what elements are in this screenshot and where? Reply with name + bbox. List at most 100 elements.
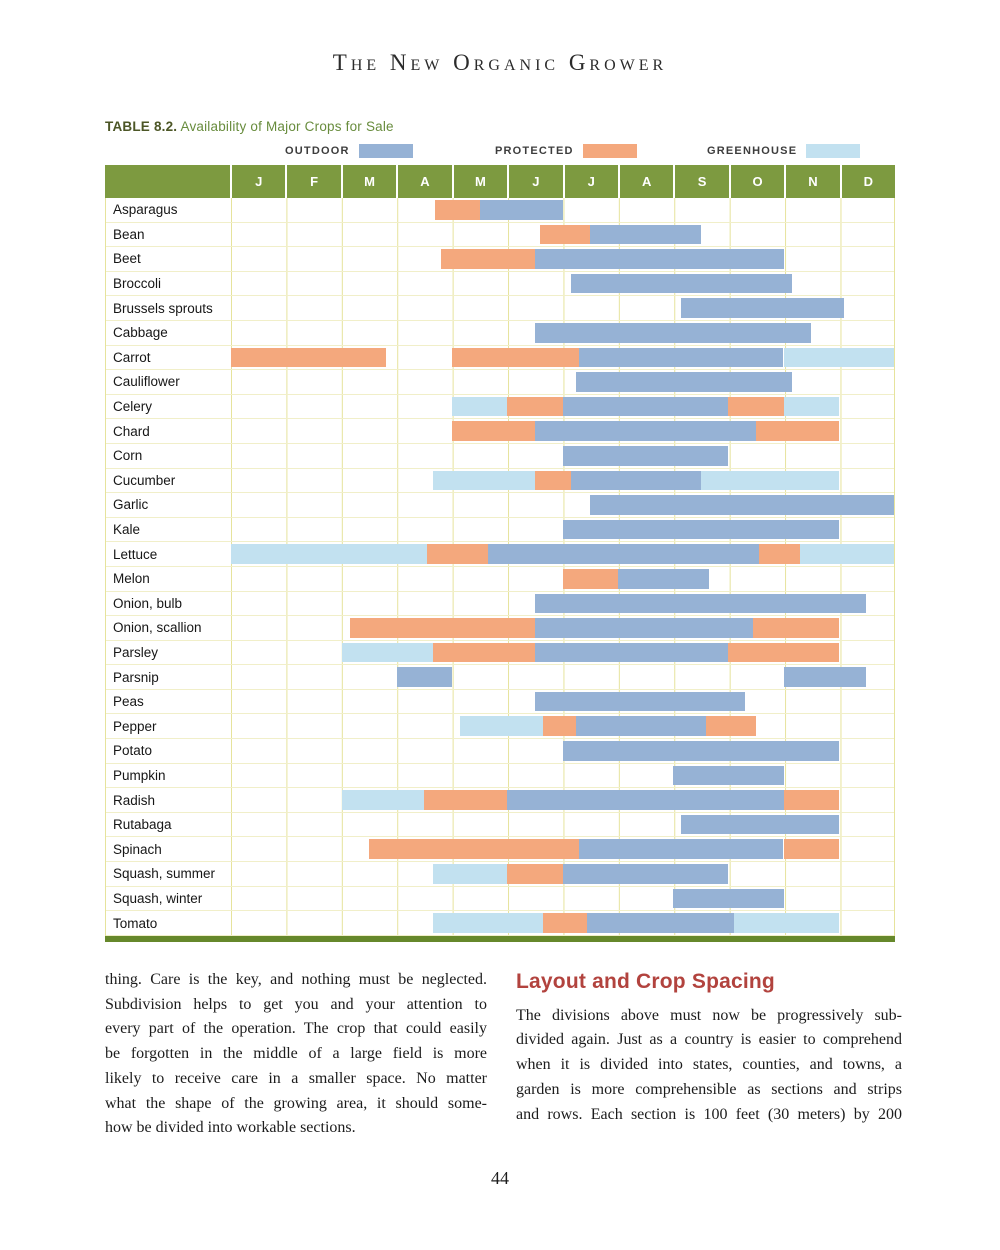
crop-timeline bbox=[231, 443, 894, 468]
text-line: Subdivision helps to get you and your at… bbox=[105, 995, 487, 1013]
crop-label: Onion, bulb bbox=[113, 595, 183, 611]
protected-bar bbox=[534, 470, 571, 491]
protected-bar bbox=[432, 642, 535, 663]
protected-bar bbox=[507, 396, 563, 417]
table-caption-number: TABLE 8.2. bbox=[105, 119, 178, 134]
crop-timeline bbox=[231, 591, 894, 616]
protected-bar bbox=[507, 864, 563, 884]
protected-bar bbox=[562, 568, 618, 589]
crop-label: Potato bbox=[113, 743, 153, 759]
crop-label: Lettuce bbox=[113, 546, 158, 562]
protected-bar bbox=[427, 544, 488, 564]
legend-swatch-protected bbox=[582, 144, 637, 158]
crop-timeline bbox=[231, 689, 894, 714]
crop-label: Garlic bbox=[113, 497, 149, 513]
legend-item-greenhouse: GREENHOUSE bbox=[707, 144, 861, 158]
crop-timeline bbox=[231, 419, 894, 443]
outdoor-bar bbox=[673, 888, 784, 909]
outdoor-bar bbox=[783, 667, 867, 687]
outdoor-bar bbox=[579, 347, 784, 368]
greenhouse-bar bbox=[700, 470, 839, 491]
crop-timeline bbox=[231, 222, 894, 247]
outdoor-bar bbox=[396, 667, 452, 687]
protected-bar bbox=[231, 347, 386, 368]
crop-timeline bbox=[231, 788, 894, 812]
greenhouse-bar bbox=[460, 716, 544, 737]
greenhouse-bar bbox=[432, 913, 544, 933]
greenhouse-bar bbox=[432, 864, 508, 884]
outdoor-bar bbox=[673, 765, 784, 786]
month-header-10: O bbox=[728, 165, 784, 198]
crop-label: Asparagus bbox=[113, 202, 178, 218]
chart-rows: Asparagus Bean Beet Broccoli Brussels sprout… bbox=[105, 198, 895, 936]
table-row: Pepper bbox=[106, 714, 894, 740]
outdoor-bar bbox=[507, 790, 784, 810]
crop-timeline bbox=[231, 739, 894, 763]
crop-timeline bbox=[231, 886, 894, 911]
table-row: Parsnip bbox=[106, 665, 894, 690]
table-bottom-rule bbox=[105, 935, 895, 942]
outdoor-bar bbox=[570, 470, 701, 491]
protected-bar bbox=[758, 544, 801, 564]
table-caption: TABLE 8.2. Availability of Major Crops f… bbox=[105, 119, 394, 134]
legend-swatch-greenhouse bbox=[806, 144, 861, 158]
text-line: likely to receive care in a smaller spac… bbox=[105, 1069, 487, 1087]
protected-bar bbox=[435, 200, 480, 220]
outdoor-bar bbox=[534, 322, 812, 343]
crop-label: Cauliflower bbox=[113, 374, 180, 390]
chart-legend: OUTDOOR PROTECTED GREENHOUSE bbox=[105, 144, 895, 161]
crop-label: Spinach bbox=[113, 841, 162, 857]
table-row: Broccoli bbox=[106, 271, 894, 297]
month-header-5: M bbox=[451, 165, 507, 198]
protected-bar bbox=[706, 716, 756, 737]
page-number: 44 bbox=[491, 1168, 509, 1188]
table-row: Tomato bbox=[106, 911, 894, 936]
outdoor-bar bbox=[570, 273, 792, 294]
section-heading: Layout and Crop Spacing bbox=[516, 970, 775, 993]
greenhouse-bar bbox=[231, 544, 428, 564]
protected-bar bbox=[543, 913, 588, 933]
outdoor-bar bbox=[562, 396, 729, 417]
protected-bar bbox=[753, 618, 839, 638]
crop-timeline bbox=[231, 714, 894, 739]
table-caption-title: Availability of Major Crops for Sale bbox=[180, 119, 394, 134]
crop-label: Pepper bbox=[113, 718, 157, 734]
protected-bar bbox=[728, 396, 784, 417]
outdoor-bar bbox=[562, 741, 839, 761]
crop-label: Squash, summer bbox=[113, 866, 216, 882]
outdoor-bar bbox=[534, 249, 784, 269]
table-row: Squash, summer bbox=[106, 862, 894, 887]
greenhouse-bar bbox=[432, 470, 535, 491]
table-row: Garlic bbox=[106, 493, 894, 518]
table-row: Rutabaga bbox=[106, 812, 894, 838]
crop-label: Parsnip bbox=[113, 669, 159, 685]
crop-timeline bbox=[231, 247, 894, 271]
table-row: Parsley bbox=[106, 640, 894, 666]
crop-timeline bbox=[231, 763, 894, 788]
crop-timeline bbox=[231, 640, 894, 665]
outdoor-bar bbox=[534, 642, 729, 663]
crop-timeline bbox=[231, 345, 894, 370]
crop-label: Chard bbox=[113, 423, 150, 439]
table-row: Kale bbox=[106, 517, 894, 543]
outdoor-bar bbox=[579, 839, 784, 860]
table-row: Bean bbox=[106, 222, 894, 248]
month-header-1: J bbox=[230, 165, 285, 198]
crop-label: Peas bbox=[113, 694, 144, 710]
crop-timeline bbox=[231, 394, 894, 419]
crop-label: Carrot bbox=[113, 349, 151, 365]
table-row: Lettuce bbox=[106, 542, 894, 567]
crop-label: Cucumber bbox=[113, 472, 176, 488]
table-row: Onion, scallion bbox=[106, 616, 894, 641]
table-row: Chard bbox=[106, 419, 894, 444]
crop-timeline bbox=[231, 911, 894, 935]
outdoor-bar bbox=[576, 372, 792, 392]
outdoor-bar bbox=[479, 200, 563, 220]
crop-timeline bbox=[231, 837, 894, 862]
crop-label: Pumpkin bbox=[113, 767, 166, 783]
month-header-8: A bbox=[617, 165, 673, 198]
book-title: The New Organic Grower bbox=[332, 50, 668, 75]
month-header-9: S bbox=[673, 165, 728, 198]
outdoor-bar bbox=[534, 691, 745, 712]
